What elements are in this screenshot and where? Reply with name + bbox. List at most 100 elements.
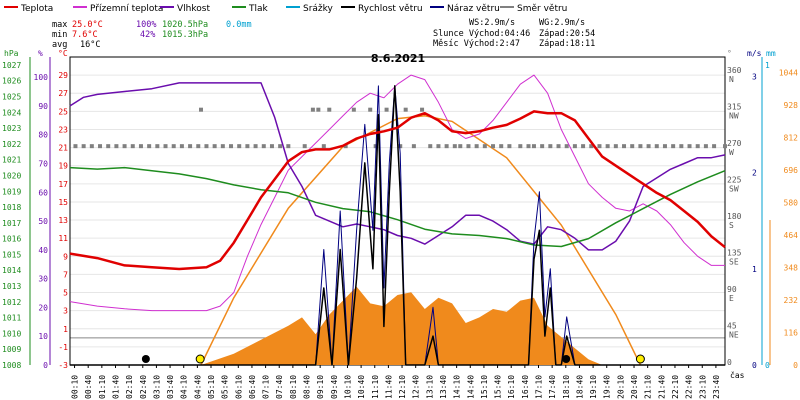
wind-direction-point <box>428 144 433 149</box>
tick-label-time: 06:40 <box>248 375 257 399</box>
wind-direction-point <box>507 144 512 149</box>
tick-label-humidity: 0 <box>43 361 48 370</box>
stat-min-temp: 7.6°C <box>72 30 98 40</box>
wind-direction-point <box>220 144 225 149</box>
wind-direction-point <box>703 144 708 149</box>
stat-max-press: 1020.5hPa <box>162 20 208 30</box>
wind-direction-point <box>237 144 242 149</box>
wind-direction-point <box>302 144 307 149</box>
wind-direction-point <box>581 144 586 149</box>
wind-direction-point <box>444 144 449 149</box>
wind-direction-point <box>138 144 143 149</box>
tick-label-time: 19:10 <box>589 375 598 399</box>
tick-label-temperature: 27 <box>58 89 68 98</box>
tick-label-time: 17:40 <box>548 375 557 399</box>
tick-label-time: 16:40 <box>521 375 530 399</box>
wind-direction-point <box>695 144 700 149</box>
wind-direction-point <box>310 107 315 112</box>
tick-label-radiation: 0 <box>793 361 798 370</box>
wind-direction-point <box>114 144 119 149</box>
tick-label-direction: 135 <box>727 249 742 258</box>
wind-direction-point <box>630 144 635 149</box>
wind-direction-point <box>316 107 321 112</box>
tick-label-direction-name: NE <box>729 331 739 340</box>
tick-label-time: 03:40 <box>166 375 175 399</box>
tick-label-time: 09:10 <box>316 375 325 399</box>
tick-label-humidity: 80 <box>38 131 48 140</box>
tick-label-time: 09:40 <box>330 375 339 399</box>
tick-label-temperature: 7 <box>63 270 68 279</box>
tick-label-humidity: 60 <box>38 188 48 197</box>
tick-label-time: 11:10 <box>371 375 380 399</box>
wind-direction-point <box>229 144 234 149</box>
tick-label-time: 02:10 <box>125 375 134 399</box>
tick-label-wind: 0 <box>752 361 757 370</box>
solar-radiation-area <box>70 286 725 365</box>
axis-unit-time: čas <box>730 370 745 380</box>
tick-label-temperature: -1 <box>58 343 68 352</box>
tick-label-hpa: 1023 <box>2 124 21 133</box>
tick-label-temperature: 23 <box>58 125 68 134</box>
tick-label-time: 15:40 <box>494 375 503 399</box>
axis-unit-deg: ° <box>727 49 732 58</box>
wind-direction-point <box>147 144 152 149</box>
tick-label-direction: 90 <box>727 285 737 294</box>
wind-direction-point <box>499 144 504 149</box>
tick-label-time: 00:40 <box>84 375 93 399</box>
tick-label-time: 12:10 <box>398 375 407 399</box>
wind-direction-point <box>518 144 523 149</box>
tick-label-time: 10:10 <box>343 375 352 399</box>
wind-direction-point <box>81 144 86 149</box>
tick-label-hpa: 1017 <box>2 219 21 228</box>
wind-direction-point <box>98 144 103 149</box>
wind-direction-point <box>638 144 643 149</box>
wind-direction-point <box>597 144 602 149</box>
stat-max-temp: 25.0°C <box>72 20 103 30</box>
wind-direction-point <box>548 144 553 149</box>
tick-label-temperature: 29 <box>58 71 68 80</box>
tick-label-hpa: 1016 <box>2 235 21 244</box>
tick-label-humidity: 90 <box>38 102 48 111</box>
tick-label-temperature: 15 <box>58 198 68 207</box>
stat-wg: WG:2.9m/s <box>539 18 585 28</box>
tick-label-humidity: 30 <box>38 275 48 284</box>
tick-label-time: 04:40 <box>193 375 202 399</box>
wind-direction-point <box>73 144 78 149</box>
legend-label: Náraz větru <box>447 4 500 14</box>
legend-label: Přízemní teplota <box>90 4 163 14</box>
tick-label-humidity: 70 <box>38 160 48 169</box>
series-line-rychlost-větru <box>70 85 725 366</box>
tick-label-hpa: 1012 <box>2 298 21 307</box>
tick-label-time: 00:10 <box>71 375 80 399</box>
tick-label-hpa: 1021 <box>2 156 21 165</box>
tick-label-temperature: 5 <box>63 289 68 298</box>
tick-label-rain: 0 <box>765 361 770 370</box>
tick-label-hpa: 1027 <box>2 61 21 70</box>
wind-direction-point <box>204 144 209 149</box>
tick-label-time: 23:40 <box>712 375 721 399</box>
tick-label-hpa: 1019 <box>2 187 21 196</box>
tick-label-direction-name: NW <box>729 112 739 121</box>
wind-direction-point <box>556 144 561 149</box>
moon-moonrise-icon <box>141 355 150 363</box>
wind-direction-point <box>261 144 266 149</box>
wind-direction-point <box>188 144 193 149</box>
wind-direction-point <box>411 144 416 149</box>
wind-direction-point <box>712 144 717 149</box>
wind-direction-point <box>398 144 403 149</box>
tick-label-direction: 180 <box>727 212 742 221</box>
tick-label-time: 08:10 <box>289 375 298 399</box>
axis-unit-ms: m/s <box>747 49 762 58</box>
tick-label-direction: 225 <box>727 176 742 185</box>
moon-moonset-icon <box>562 355 571 363</box>
stat-avg-label: avg <box>52 40 67 50</box>
stat-avg-temp: 16°C <box>80 40 100 50</box>
tick-label-radiation: 696 <box>784 166 799 175</box>
tick-label-time: 22:40 <box>685 375 694 399</box>
tick-label-temperature: 13 <box>58 216 68 225</box>
wind-direction-point <box>687 144 692 149</box>
wind-direction-point <box>122 144 127 149</box>
stat-sun: Slunce Východ:04:46 <box>433 29 530 39</box>
tick-label-temperature: 9 <box>63 252 68 261</box>
tick-label-direction-name: N <box>729 75 734 84</box>
